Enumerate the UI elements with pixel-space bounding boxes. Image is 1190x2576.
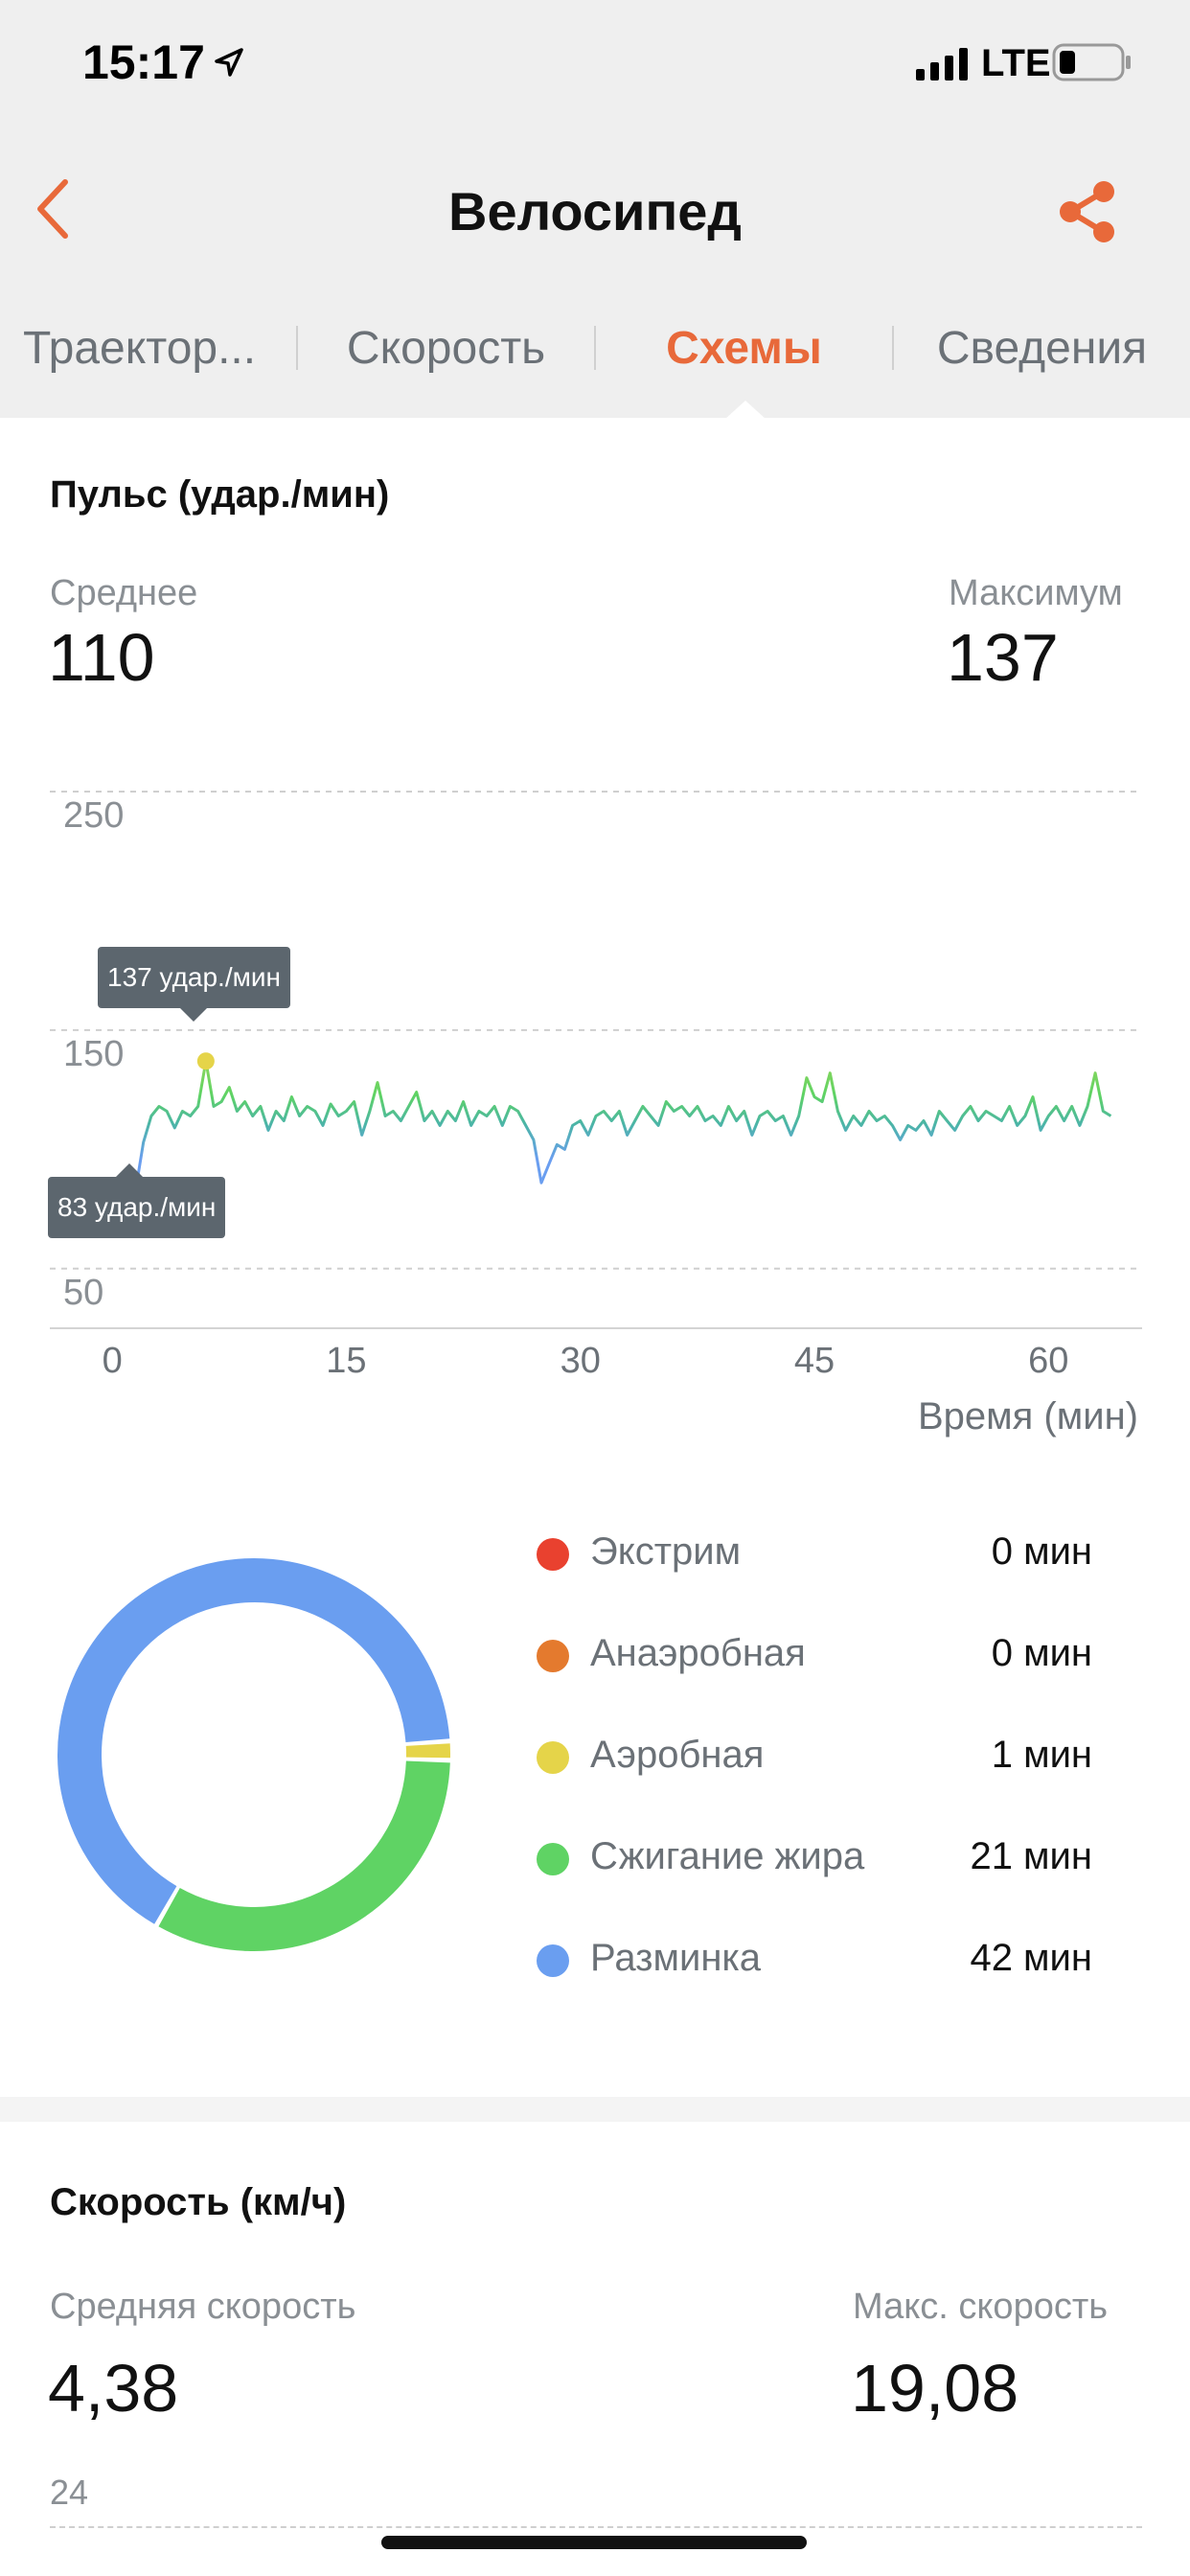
y-tick-label: 150 [63,1034,124,1074]
signal-strength-icon [916,48,968,80]
zone-label: Экстрим [590,1530,742,1573]
x-tick-label: 60 [1028,1341,1068,1381]
speed-card [0,2122,1190,2576]
heart-rate-card [0,418,1190,2097]
tab-details[interactable]: Сведения [936,322,1148,374]
x-tick-label: 45 [794,1341,835,1381]
status-time: 15:17 [82,35,205,89]
tab-divider [892,326,895,370]
avg-speed-value: 4,38 [48,2351,179,2426]
zone-minutes: 42 мин [970,1937,1092,1979]
max-hr-label: Максимум [949,573,1123,613]
y-tick-label: 250 [63,795,124,836]
zone-color-dot [537,1640,569,1672]
battery-icon [1052,43,1131,81]
heart-rate-title: Пульс (удар./мин) [50,473,390,516]
max-hr-marker [196,1052,215,1070]
legend-item-warmup: Разминка 42 мин [537,1931,1092,1989]
x-tick-label: 15 [326,1341,366,1381]
heart-rate-chart: 50 150 250 0 15 30 45 60 [50,791,1142,1381]
min-tooltip-pointer [116,1163,143,1177]
share-icon[interactable] [1054,178,1121,245]
tab-trajectory[interactable]: Траектор... [23,322,257,374]
avg-hr-label: Среднее [50,573,198,613]
zone-minutes: 21 мин [970,1835,1092,1877]
tab-speed[interactable]: Скорость [346,322,546,374]
zone-color-dot [537,1843,569,1875]
tab-divider [296,326,299,370]
max-speed-value: 19,08 [851,2351,1019,2426]
legend-item-fat-burn: Сжигание жира 21 мин [537,1829,1092,1887]
zone-label: Анаэробная [590,1632,806,1674]
zone-label: Сжигание жира [590,1835,865,1877]
zone-minutes: 0 мин [991,1530,1092,1573]
legend-item-anaerobic: Анаэробная 0 мин [537,1626,1092,1684]
avg-speed-label: Средняя скорость [50,2287,356,2327]
y-tick-label: 50 [63,1273,103,1313]
home-indicator [381,2536,807,2549]
min-hr-tooltip: 83 удар./мин [48,1177,226,1238]
tab-bar: Траектор... Скорость Схемы Сведения [0,278,1190,418]
donut-segment [57,1558,450,1924]
zone-color-dot [537,1944,569,1977]
back-chevron-icon[interactable] [29,171,77,247]
zone-label: Разминка [590,1937,762,1979]
nav-bar: Велосипед [0,144,1190,278]
legend-item-aerobic: Аэробная 1 мин [537,1728,1092,1785]
speed-title: Скорость (км/ч) [50,2181,347,2223]
zone-minutes: 0 мин [991,1632,1092,1674]
location-arrow-icon [215,48,243,77]
zone-label: Аэробная [590,1734,765,1776]
max-tooltip-pointer [180,1008,207,1022]
hr-zones-donut [57,1558,450,1951]
avg-hr-value: 110 [48,620,155,695]
zone-color-dot [537,1741,569,1774]
network-type: LTE [981,42,1051,84]
speed-gridline [50,2526,1142,2528]
status-bar: 15:17 LTE [0,0,1190,144]
active-tab-indicator [724,401,767,420]
tab-divider [594,326,597,370]
heart-rate-line [134,1059,1112,1190]
max-hr-value: 137 [947,620,1059,695]
speed-y-tick: 24 [50,2472,89,2512]
zone-color-dot [537,1538,569,1571]
zone-minutes: 1 мин [991,1734,1092,1776]
donut-segment [158,1760,450,1951]
x-tick-label: 30 [561,1341,601,1381]
page-title: Велосипед [448,181,742,242]
tab-charts[interactable]: Схемы [666,322,822,374]
x-axis-label: Время (мин) [917,1395,1138,1438]
x-tick-label: 0 [103,1341,123,1381]
max-hr-tooltip: 137 удар./мин [98,947,290,1008]
max-speed-label: Макс. скорость [853,2287,1109,2327]
legend-item-extreme: Экстрим 0 мин [537,1525,1092,1582]
